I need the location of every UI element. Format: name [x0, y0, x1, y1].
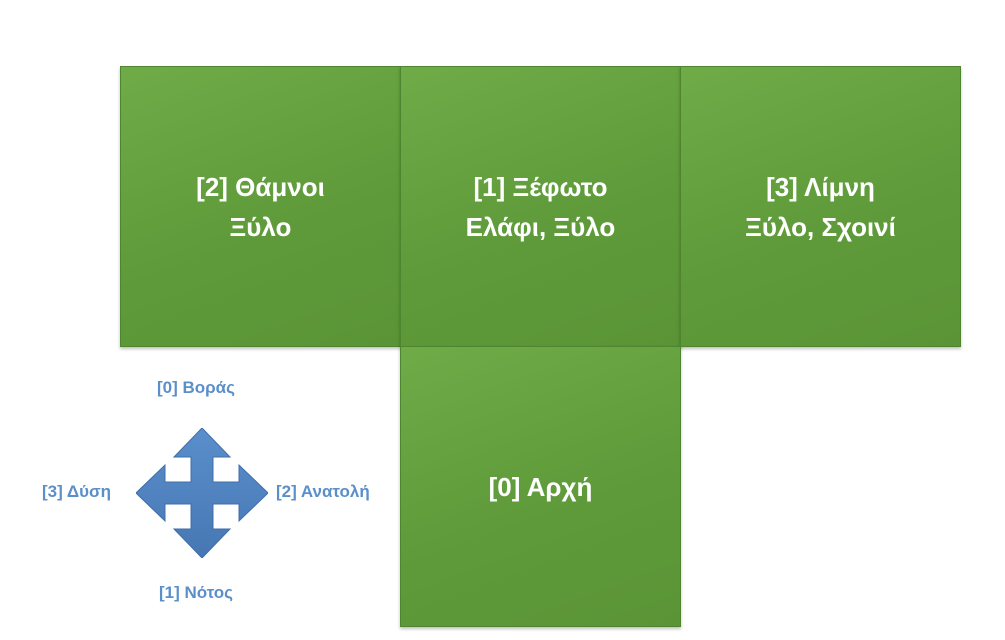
compass-south-label: [1] Νότος	[159, 583, 234, 602]
tile-east-title: [3] Λίμνη	[766, 171, 875, 202]
tile-west-title: [2] Θάμνοι	[196, 171, 325, 202]
tile-start: [0] Αρχή	[400, 346, 681, 627]
tile-north-clearing: [1] Ξέφωτο Ελάφι, Ξύλο	[400, 66, 681, 347]
tile-north-items: Ελάφι, Ξύλο	[465, 211, 616, 242]
tile-west-bushes: [2] Θάμνοι Ξύλο	[120, 66, 401, 347]
tile-east-items: Ξύλο, Σχοινί	[745, 211, 896, 242]
tile-west-items: Ξύλο	[229, 211, 292, 242]
four-way-arrow-icon	[136, 428, 268, 558]
tile-north-title: [1] Ξέφωτο	[473, 171, 608, 202]
tile-start-title: [0] Αρχή	[488, 471, 593, 502]
compass-west-label: [3] Δύση	[42, 482, 111, 501]
compass-east-label: [2] Ανατολή	[276, 482, 370, 501]
compass-north-label: [0] Βοράς	[157, 378, 235, 397]
tile-east-lake: [3] Λίμνη Ξύλο, Σχοινί	[680, 66, 961, 347]
